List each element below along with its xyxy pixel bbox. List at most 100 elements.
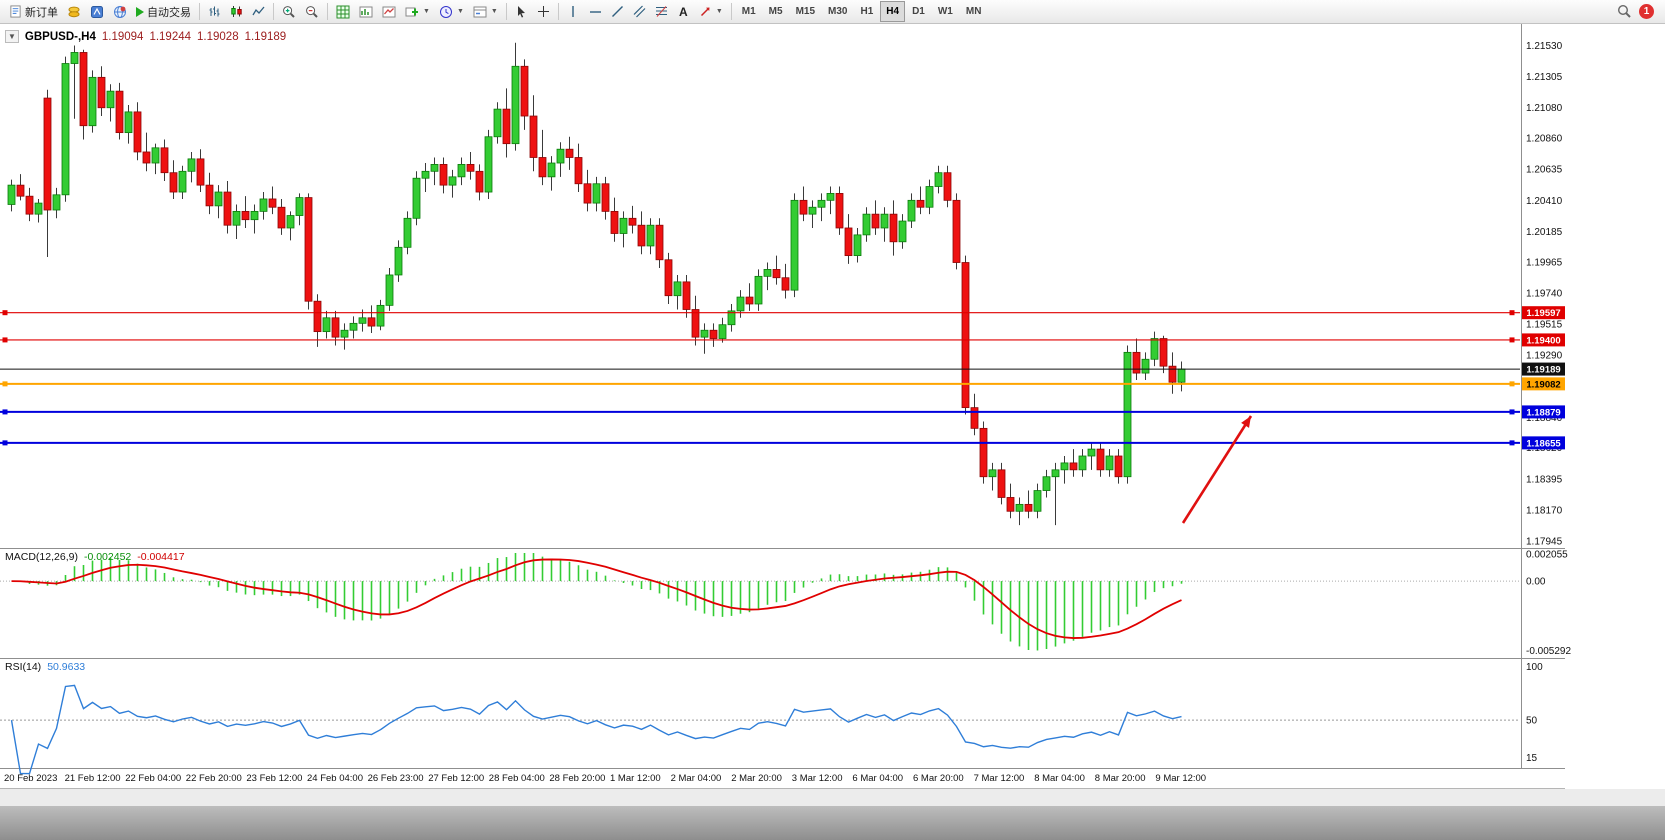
search-button[interactable] [1613,1,1636,22]
arrow-tool-icon [700,7,710,17]
periods-button[interactable]: ▼ [435,1,468,22]
timeframe-d1[interactable]: D1 [906,1,931,22]
time-axis-label: 22 Feb 20:00 [186,773,242,784]
time-axis-label: 2 Mar 04:00 [671,773,722,784]
crosshair-icon [537,6,549,17]
chart-frame [0,24,1565,789]
svg-text:1.19740: 1.19740 [1526,288,1563,299]
candlestick-chart-button[interactable] [226,1,247,22]
price-tag [1522,362,1565,376]
zoom-out-button[interactable] [301,1,323,22]
play-icon [136,6,144,17]
autotrading-button[interactable]: 自动交易 [132,1,195,22]
new-order-label: 新订单 [25,6,58,19]
search-icon [1617,4,1631,18]
svg-text:1.21080: 1.21080 [1526,103,1563,114]
price-axis: 1.21530 1.21305 1.21080 1.20860 1.20635 1.204… [1526,41,1563,547]
channel-icon [633,5,646,18]
time-axis-label: 20 Feb 2023 [4,773,57,784]
fibonacci-tool-button[interactable] [651,1,672,22]
chart-footer-strip [0,789,1665,806]
macd-title: MACD(12,26,9) [5,551,78,563]
ohlc-high: 1.19244 [149,30,192,43]
time-axis-label: 22 Feb 04:00 [125,773,181,784]
svg-text:50: 50 [1526,716,1538,727]
timeframe-m5[interactable]: M5 [763,1,789,22]
price-tag [1522,377,1565,391]
svg-text:1.20635: 1.20635 [1526,165,1563,176]
svg-text:1.20185: 1.20185 [1526,227,1563,238]
time-axis-label: 1 Mar 12:00 [610,773,661,784]
time-axis-label: 8 Mar 04:00 [1034,773,1085,784]
horizontal-line-object[interactable]: 1.19400 [0,333,1565,347]
timeframe-h4[interactable]: H4 [880,1,906,22]
chart-profiles-button[interactable] [378,1,400,22]
time-axis-label: 7 Mar 12:00 [974,773,1025,784]
horizontal-line-object[interactable]: 1.18879 [0,405,1565,419]
time-axis-label: 8 Mar 20:00 [1095,773,1146,784]
time-axis-label: 27 Feb 12:00 [428,773,484,784]
metaeditor-icon [91,5,103,18]
svg-text:100: 100 [1526,662,1543,673]
rsi-title: RSI(14) [5,661,42,673]
time-axis-label: 9 Mar 12:00 [1155,773,1206,784]
horizontal-line-object[interactable]: 1.18655 [0,436,1565,450]
tile-windows-icon [336,5,350,18]
toolbar-separator [199,3,200,20]
macd-pane: 0.002055 0.00 -0.005292 [0,550,1571,657]
crosshair-button[interactable] [533,1,554,22]
trendline-tool-button[interactable] [607,1,628,22]
time-axis-label: 28 Feb 20:00 [549,773,605,784]
window-bottom-bar [0,806,1665,840]
macd-value: -0.002452 [83,551,132,563]
text-tool-button[interactable]: A [673,1,694,22]
metaeditor-button[interactable] [86,1,108,22]
fibonacci-icon [655,6,667,17]
cursor-icon [517,6,525,18]
autotrading-label: 自动交易 [147,6,191,19]
arrow-object[interactable] [1181,415,1253,524]
indicators-button[interactable]: ▼ [401,1,434,22]
timeframe-m15[interactable]: M15 [790,1,821,22]
vertical-line-tool-button[interactable] [563,1,584,22]
templates-button[interactable]: ▼ [469,1,502,22]
timeframe-h1[interactable]: H1 [854,1,879,22]
timeframe-m30[interactable]: M30 [822,1,853,22]
text-tool-icon: A [678,4,688,19]
line-chart-button[interactable] [248,1,269,22]
globe-icon [114,5,126,18]
templates-icon [473,6,487,17]
timeframe-mn[interactable]: MN [960,1,988,22]
zoom-in-icon [283,5,295,18]
chevron-down-icon: ▼ [490,8,498,15]
time-axis-label: 24 Feb 04:00 [307,773,363,784]
horizontal-line-object[interactable]: 1.19082 [0,377,1565,391]
toolbar-separator [557,3,559,20]
coins-icon [68,6,80,17]
price-tag [1522,405,1565,419]
one-click-trading-collapse-button[interactable]: ▼ [5,30,19,43]
svg-text:1.19597: 1.19597 [1526,308,1560,319]
market-button[interactable] [63,1,85,22]
horizontal-line-object[interactable]: 1.19189 [0,362,1565,376]
arrows-tool-button[interactable]: ▼ [695,1,727,22]
channel-tool-button[interactable] [629,1,650,22]
timeframe-w1[interactable]: W1 [932,1,959,22]
cursor-button[interactable] [511,1,532,22]
timeframe-m1[interactable]: M1 [736,1,762,22]
horizontal-line-object[interactable]: 1.19597 [0,306,1565,320]
community-button[interactable] [109,1,131,22]
bar-chart-button[interactable] [204,1,225,22]
new-chart-button[interactable] [355,1,377,22]
zoom-out-icon [306,5,318,18]
zoom-in-button[interactable] [278,1,300,22]
rsi-label: RSI(14) 50.9633 [5,661,85,673]
svg-text:1.21530: 1.21530 [1526,41,1563,52]
horizontal-line-tool-button[interactable] [585,1,606,22]
chevron-down-icon: ▼ [456,8,464,15]
svg-text:1.18655: 1.18655 [1526,438,1561,449]
new-order-button[interactable]: 新订单 [5,1,62,22]
notification-badge[interactable]: 1 [1639,4,1654,19]
tile-windows-button[interactable] [332,1,354,22]
